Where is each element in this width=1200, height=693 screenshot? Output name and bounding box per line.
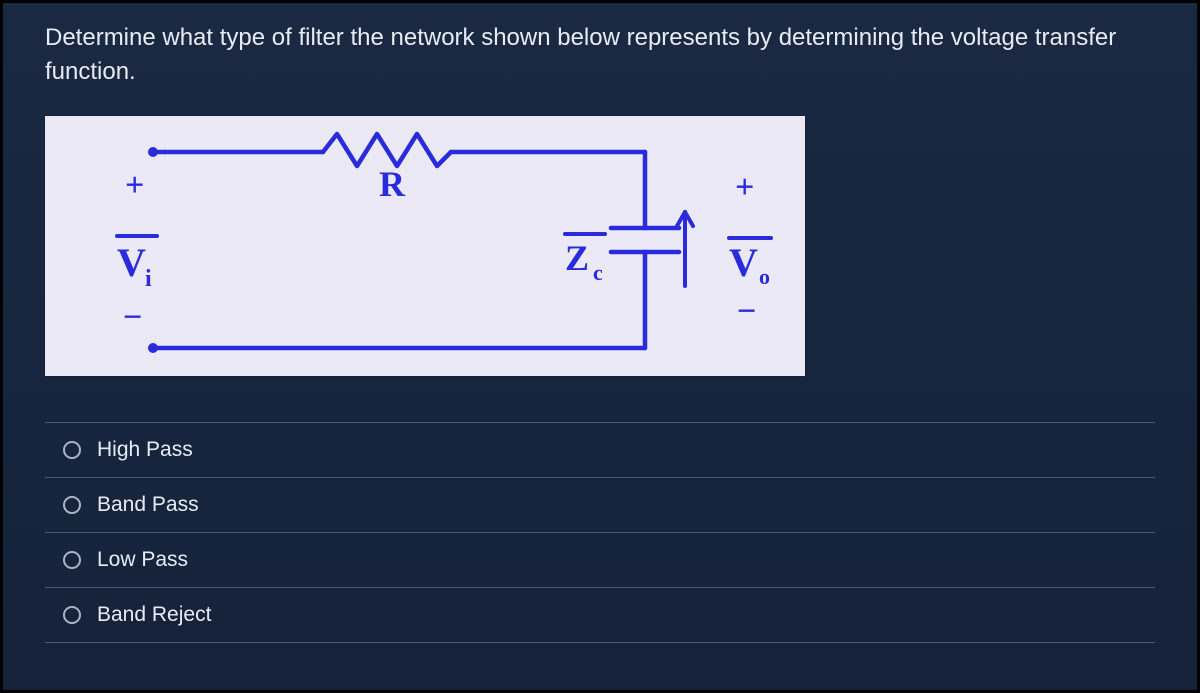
answer-label: Band Reject [97,603,211,627]
circuit-figure: R + V i − Z c + V o − [45,116,805,376]
radio-icon[interactable] [63,496,81,514]
answer-label: Band Pass [97,493,199,517]
zc-label: Z [565,238,589,278]
radio-icon[interactable] [63,606,81,624]
radio-icon[interactable] [63,551,81,569]
vi-plus: + [125,167,144,204]
vo-label: V [729,240,758,285]
zc-sub: c [593,260,603,285]
answer-label: High Pass [97,438,193,462]
answer-option[interactable]: Band Reject [45,588,1155,643]
vo-plus: + [735,169,754,206]
vi-sub: i [145,266,152,292]
answer-option[interactable]: Band Pass [45,478,1155,533]
answer-option[interactable]: High Pass [45,423,1155,478]
answer-label: Low Pass [97,548,188,572]
vo-minus: − [737,293,756,330]
question-prompt: Determine what type of filter the networ… [45,21,1155,88]
answer-option[interactable]: Low Pass [45,533,1155,588]
vi-label: V [117,240,146,285]
vo-sub: o [759,264,770,289]
answer-list: High Pass Band Pass Low Pass Band Reject [45,422,1155,643]
label-R: R [379,164,406,204]
vi-minus: − [123,299,142,336]
radio-icon[interactable] [63,441,81,459]
circuit-svg: R + V i − Z c + V o − [45,116,805,376]
question-card: Determine what type of filter the networ… [0,0,1200,693]
